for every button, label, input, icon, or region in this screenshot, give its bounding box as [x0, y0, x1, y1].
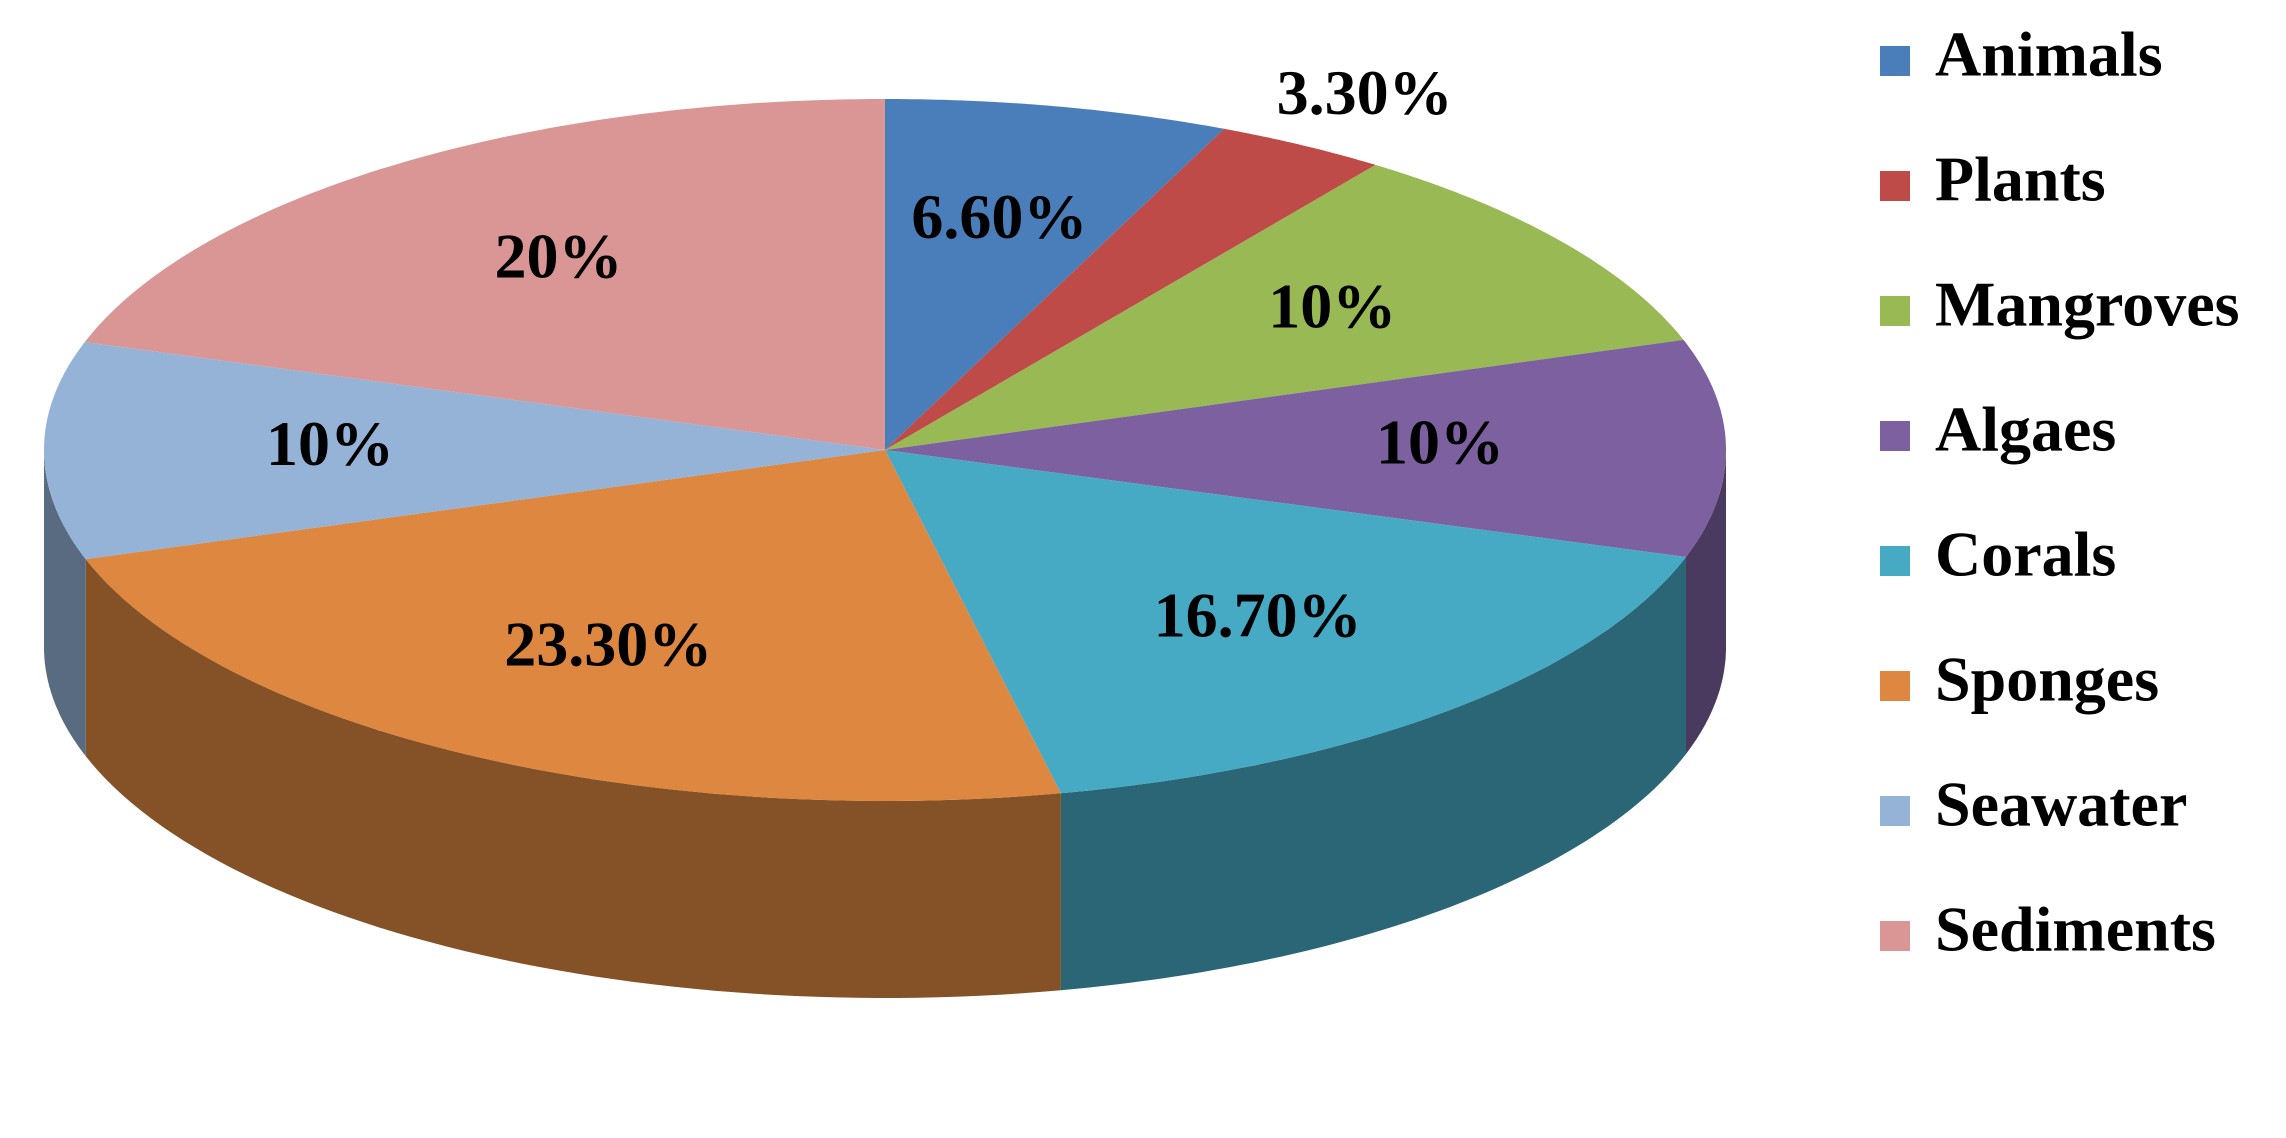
slice-side — [85, 559, 1061, 998]
slice-side — [1686, 450, 1726, 754]
data-label: 3.30% — [1277, 57, 1453, 128]
legend-swatch — [1880, 46, 1910, 76]
data-label: 10% — [266, 408, 394, 479]
data-label: 23.30% — [504, 608, 712, 679]
slice — [44, 342, 885, 560]
legend-label: Mangroves — [1935, 269, 2240, 340]
legend-label: Plants — [1935, 144, 2106, 215]
slice — [885, 450, 1686, 794]
slice — [84, 99, 886, 450]
legend-swatch — [1880, 421, 1910, 451]
slice-side — [44, 450, 86, 757]
slice — [885, 339, 1726, 557]
slice — [885, 164, 1684, 450]
legend-label: Sponges — [1935, 644, 2159, 715]
slice — [885, 128, 1376, 451]
data-label: 10% — [1376, 407, 1504, 478]
data-label: 6.60% — [911, 181, 1087, 252]
legend-label: Corals — [1935, 519, 2116, 590]
legend-swatch — [1880, 171, 1910, 201]
legend-swatch — [1880, 546, 1910, 576]
legend-label: Seawater — [1935, 769, 2187, 840]
legend-swatch — [1880, 796, 1910, 826]
legend-swatch — [1880, 671, 1910, 701]
legend-label: Algaes — [1935, 394, 2116, 465]
legend-swatch — [1880, 296, 1910, 326]
legend-label: Animals — [1935, 19, 2163, 90]
slice-side — [1060, 557, 1686, 991]
legend-swatch — [1880, 921, 1910, 951]
slice — [85, 450, 1061, 801]
legend-label: Sediments — [1935, 894, 2216, 965]
data-label: 16.70% — [1154, 579, 1362, 650]
data-label: 10% — [1268, 271, 1396, 342]
slice — [885, 99, 1225, 450]
data-label: 20% — [494, 220, 622, 291]
